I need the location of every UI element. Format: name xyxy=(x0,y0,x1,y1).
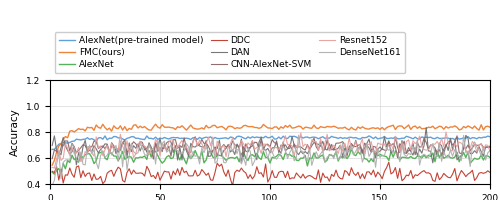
Y-axis label: Accuracy: Accuracy xyxy=(10,108,20,156)
Legend: AlexNet(pre-trained model), FMC(ours), AlexNet, DDC, DAN, CNN-AlexNet-SVM, Resne: AlexNet(pre-trained model), FMC(ours), A… xyxy=(54,32,405,73)
